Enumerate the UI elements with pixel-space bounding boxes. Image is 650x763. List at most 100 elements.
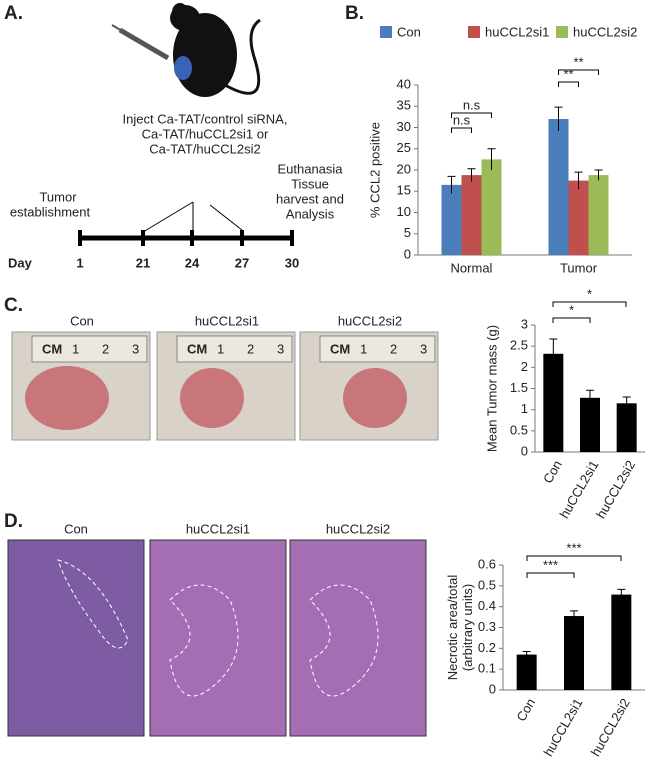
x-tick-label: huCCL2si2 <box>588 696 633 759</box>
ruler-label: 1 <box>72 341 79 356</box>
ruler <box>31 335 148 363</box>
bar <box>441 184 462 255</box>
tumor <box>180 368 244 428</box>
y-axis-label: % CCL2 positive <box>367 122 382 218</box>
y-tick-label: 0.4 <box>478 598 496 613</box>
significance-bracket <box>451 112 492 118</box>
bar <box>611 594 632 690</box>
significance-label: * <box>587 286 592 301</box>
bar <box>588 175 609 255</box>
x-tick-label: Tumor <box>560 260 598 275</box>
error-bar <box>467 168 476 182</box>
legend-swatch <box>556 26 568 38</box>
y-tick-label: 0.1 <box>478 661 496 676</box>
error-bar <box>549 338 558 369</box>
error-bar <box>447 175 456 194</box>
legend-label: Con <box>397 24 421 39</box>
error-bar <box>622 396 631 410</box>
ruler-label: 3 <box>277 341 284 356</box>
significance-label: * <box>569 302 574 317</box>
bar <box>568 180 589 255</box>
ruler <box>176 335 293 363</box>
significance-bracket <box>558 81 579 87</box>
y-tick-label: 40 <box>397 76 411 91</box>
y-tick-label: 0.5 <box>510 422 528 437</box>
injection-text: Inject Ca-TAT/control siRNA, <box>123 111 288 126</box>
y-tick-label: 20 <box>397 161 411 176</box>
histology-image <box>7 539 145 737</box>
y-tick-label: 0.2 <box>478 640 496 655</box>
y-axis-label: Necrotic area/total <box>445 575 460 681</box>
bar <box>616 403 637 452</box>
y-tick-label: 10 <box>397 204 411 219</box>
y-tick-label: 15 <box>397 183 411 198</box>
ruler-label: CM <box>330 341 350 356</box>
y-axis-label: (arbitrary units) <box>460 584 475 671</box>
end-text: Analysis <box>286 206 335 221</box>
significance-label: n.s <box>463 97 481 112</box>
bar <box>543 353 564 452</box>
bar <box>580 397 600 452</box>
significance-bracket <box>526 555 622 561</box>
ruler-label: 2 <box>390 341 397 356</box>
error-bar <box>594 169 603 181</box>
x-tick-label: Normal <box>451 260 493 275</box>
y-tick-label: 0.6 <box>478 556 496 571</box>
panel-label: A. <box>4 3 23 24</box>
image-caption: Con <box>64 521 88 536</box>
significance-bracket <box>451 127 472 133</box>
significance-label: *** <box>566 540 581 555</box>
day-value: 27 <box>235 255 249 270</box>
error-bar <box>487 148 496 170</box>
necrotic-outline <box>57 559 129 649</box>
y-tick-label: 3 <box>521 316 528 331</box>
necrotic-outline <box>169 584 239 697</box>
ruler-label: 1 <box>217 341 224 356</box>
histology-image <box>289 539 427 737</box>
error-bar <box>554 106 563 131</box>
ruler-label: 2 <box>247 341 254 356</box>
significance-bracket <box>552 317 591 323</box>
arrow <box>209 204 243 231</box>
image-caption: huCCL2si2 <box>326 521 390 536</box>
bar <box>548 119 569 255</box>
error-bar <box>574 171 583 190</box>
bar <box>564 616 584 690</box>
photo-caption: huCCL2si2 <box>338 313 402 328</box>
day-value: 21 <box>136 255 150 270</box>
legend-swatch <box>468 26 480 38</box>
ruler-label: 2 <box>102 341 109 356</box>
mouse-illustration <box>111 3 261 97</box>
x-tick-label: huCCL2si1 <box>540 696 585 759</box>
y-tick-label: 2.5 <box>510 338 528 353</box>
y-tick-label: 0 <box>521 443 528 458</box>
injection-text: Ca-TAT/huCCL2si2 <box>149 141 261 156</box>
day-label: Day <box>8 255 33 270</box>
ruler-label: CM <box>42 341 62 356</box>
significance-label: n.s <box>453 112 471 127</box>
y-tick-label: 0.5 <box>478 577 496 592</box>
significance-bracket <box>526 572 575 578</box>
error-bar <box>522 650 531 658</box>
y-tick-label: 30 <box>397 119 411 134</box>
x-tick-label: Con <box>513 696 538 724</box>
y-tick-label: 2 <box>521 359 528 374</box>
histology-image <box>149 539 287 737</box>
y-tick-label: 0.3 <box>478 619 496 634</box>
error-bar <box>586 389 594 406</box>
ruler-label: 3 <box>132 341 139 356</box>
bar <box>481 159 502 255</box>
significance-bracket <box>558 69 599 75</box>
y-tick-label: 5 <box>404 225 411 240</box>
start-text: Tumor <box>39 189 77 204</box>
y-axis-label: Mean Tumor mass (g) <box>484 325 499 452</box>
panel-label: B. <box>345 3 364 24</box>
injection-text: Ca-TAT/huCCL2si1 or <box>142 126 269 141</box>
end-text: Tissue <box>291 176 329 191</box>
error-bar <box>617 588 626 600</box>
ruler-label: CM <box>187 341 207 356</box>
ruler-label: 1 <box>360 341 367 356</box>
y-tick-label: 25 <box>397 140 411 155</box>
y-tick-label: 0 <box>489 681 496 696</box>
